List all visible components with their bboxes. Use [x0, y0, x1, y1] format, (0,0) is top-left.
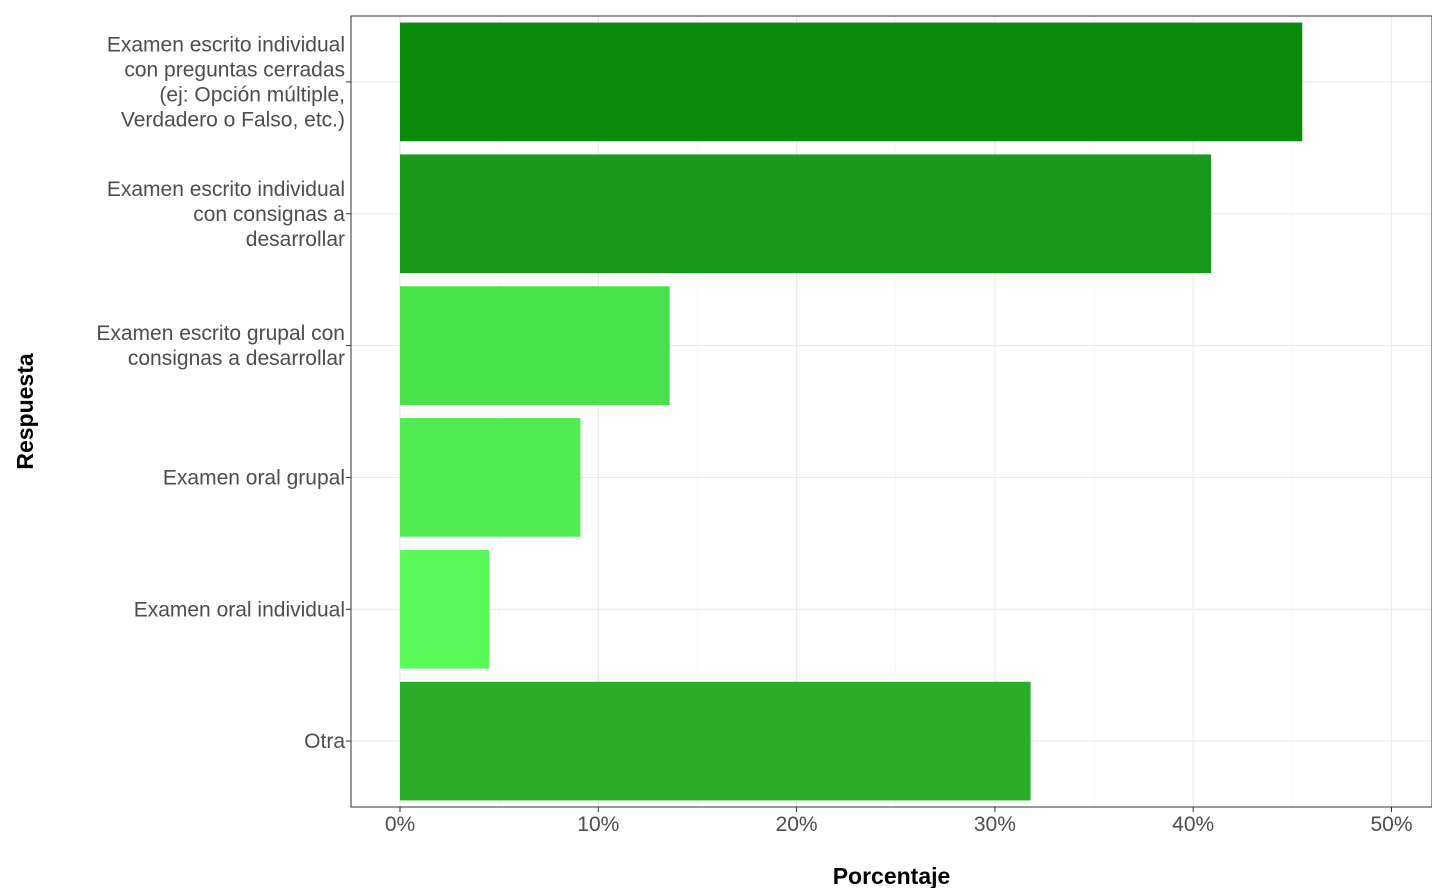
- panel-border: [350, 15, 1432, 808]
- x-axis-title: Porcentaje: [833, 863, 951, 888]
- y-category-label-line: Otra: [304, 730, 345, 753]
- bars: [400, 22, 1303, 801]
- x-axis-ticks: 0% 10% 20% 30% 40% 50%: [385, 807, 1413, 836]
- y-category-label: Examen oral grupal: [163, 466, 345, 489]
- y-category-label-line: desarrollar: [246, 228, 345, 251]
- y-category-label-line: con preguntas cerradas: [124, 58, 345, 81]
- y-category-label: Examen escrito individual con preguntas c…: [107, 33, 345, 131]
- x-tick-label: 10%: [577, 813, 619, 836]
- y-category-label: Otra: [304, 730, 345, 753]
- y-category-label-line: (ej: Opción múltiple,: [159, 83, 345, 106]
- y-category-label-line: consignas a desarrollar: [128, 347, 345, 370]
- y-axis-ticks: Examen escrito individual con preguntas c…: [96, 33, 351, 753]
- y-category-label-line: Examen oral grupal: [163, 466, 345, 489]
- bar: [400, 286, 670, 405]
- x-tick-label: 40%: [1172, 813, 1214, 836]
- y-category-label-line: Examen escrito grupal con: [96, 322, 345, 345]
- y-category-label-line: Verdadero o Falso, etc.): [121, 108, 345, 131]
- x-tick-label: 30%: [974, 813, 1016, 836]
- y-axis-title: Respuesta: [12, 353, 38, 470]
- y-category-label: Examen escrito grupal con consignas a des…: [96, 322, 345, 370]
- bar: [400, 681, 1031, 801]
- bar: [400, 418, 581, 537]
- y-category-label-line: Examen escrito individual: [107, 178, 345, 201]
- bar: [400, 154, 1212, 274]
- x-tick-label: 0%: [385, 813, 415, 836]
- y-category-label-line: Examen escrito individual: [107, 33, 345, 56]
- y-category-label-line: con consignas a: [193, 203, 345, 226]
- y-category-label-line: Examen oral individual: [134, 598, 345, 621]
- y-category-label: Examen escrito individual con consignas a…: [107, 178, 345, 251]
- bar: [400, 22, 1303, 142]
- x-tick-label: 20%: [776, 813, 818, 836]
- bar: [400, 549, 490, 669]
- y-category-label: Examen oral individual: [134, 598, 345, 621]
- x-tick-label: 50%: [1370, 813, 1412, 836]
